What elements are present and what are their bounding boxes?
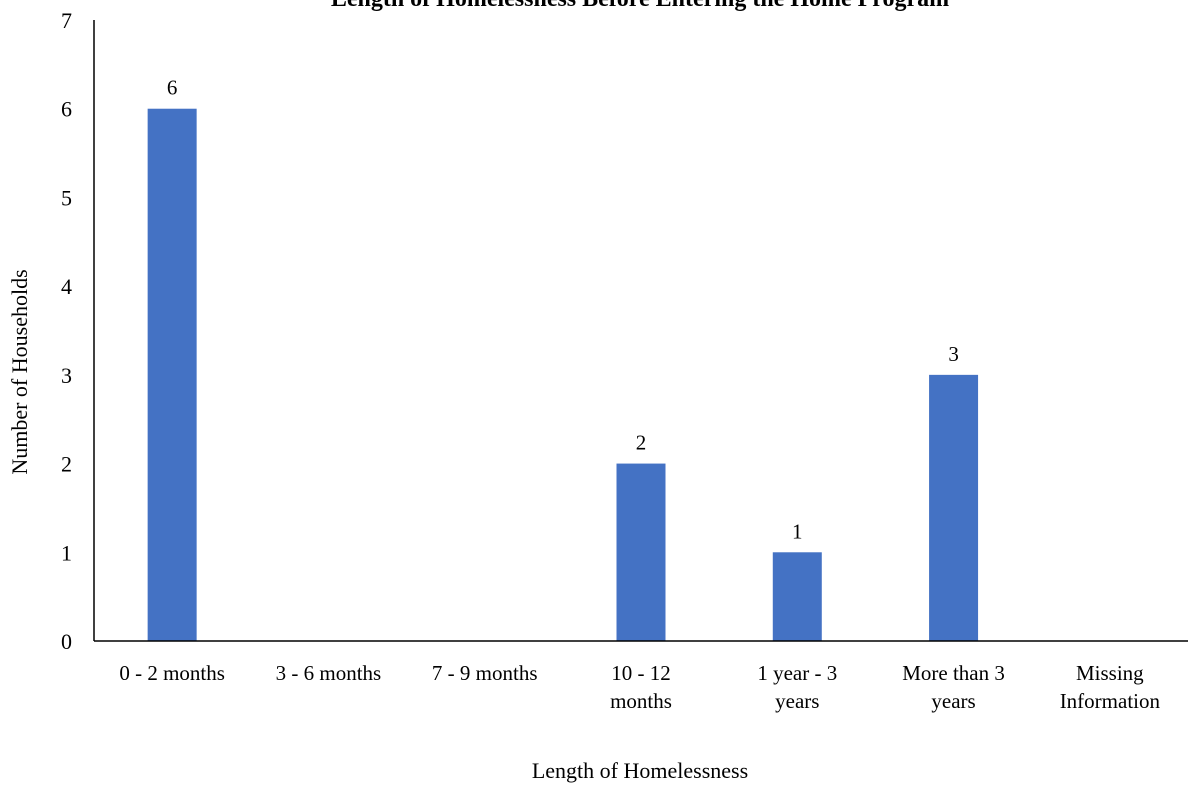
data-label: 1 xyxy=(792,519,803,543)
data-label: 2 xyxy=(636,431,647,455)
y-tick-label: 5 xyxy=(61,185,72,210)
bar xyxy=(929,374,979,641)
bar xyxy=(616,463,666,641)
bars xyxy=(147,108,979,641)
data-labels: 6 2 1 3 xyxy=(167,76,959,544)
x-tick-label: 1 year - 3 years xyxy=(757,661,837,713)
bar xyxy=(147,108,197,641)
x-axis-tick-labels: 0 - 2 months 3 - 6 months 7 - 9 months 10 -… xyxy=(119,661,1160,713)
y-tick-label: 4 xyxy=(61,274,72,299)
y-tick-label: 2 xyxy=(61,452,72,477)
data-label: 3 xyxy=(948,342,959,366)
y-axis-label: Number of Households xyxy=(7,269,32,474)
y-tick-label: 3 xyxy=(61,363,72,388)
x-tick-label: 3 - 6 months xyxy=(276,661,382,685)
x-tick-label: More than 3 years xyxy=(902,661,1005,713)
bar xyxy=(772,552,822,641)
y-tick-label: 6 xyxy=(61,97,72,122)
y-tick-label: 7 xyxy=(61,8,72,33)
chart-title: Length of Homelessness Before Entering t… xyxy=(331,0,949,12)
data-label: 6 xyxy=(167,76,178,100)
y-tick-label: 1 xyxy=(61,540,72,565)
y-tick-label: 0 xyxy=(61,629,72,654)
x-axis-label: Length of Homelessness xyxy=(532,758,748,783)
x-tick-label: 7 - 9 months xyxy=(432,661,538,685)
y-axis-ticks: 0 1 2 3 4 5 6 7 xyxy=(61,8,72,654)
x-tick-label: 0 - 2 months xyxy=(119,661,225,685)
x-tick-label: Missing Information xyxy=(1060,661,1161,713)
x-tick-label: 10 - 12 months xyxy=(610,661,672,713)
